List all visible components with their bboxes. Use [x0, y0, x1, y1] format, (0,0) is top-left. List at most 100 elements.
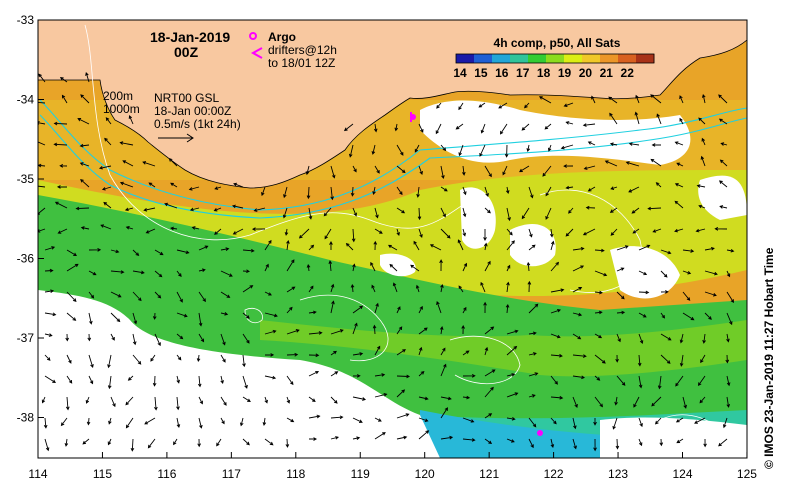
current-arrow [565, 185, 574, 190]
current-arrow [701, 93, 706, 104]
current-arrow [572, 354, 587, 358]
current-arrow [170, 182, 178, 188]
current-arrow [440, 186, 448, 192]
current-arrow [330, 329, 344, 335]
current-arrow [351, 228, 356, 243]
current-arrow [132, 312, 138, 325]
current-arrow [528, 244, 536, 251]
current-arrow [53, 121, 68, 126]
current-arrow [682, 291, 691, 301]
current-arrow [638, 333, 644, 344]
current-arrow [168, 158, 178, 167]
current-arrow [80, 94, 90, 104]
colorbar-tick-label: 14 [453, 66, 467, 80]
current-arrow [418, 327, 428, 335]
current-arrow [125, 417, 134, 429]
current-arrow [66, 263, 79, 272]
current-arrow [484, 260, 491, 272]
x-tick-label: 122 [544, 467, 564, 481]
current-arrow [198, 312, 203, 327]
current-arrow [66, 249, 77, 256]
isobath-1000m-label: 1000m [103, 102, 140, 116]
latitude-axis: -33 -34 -35 -36 -37 -38 [17, 13, 44, 425]
current-arrow [110, 396, 116, 408]
current-arrow [374, 432, 386, 440]
current-arrow [82, 438, 90, 445]
current-arrow [77, 118, 90, 125]
current-arrow [372, 324, 377, 335]
colorbar-swatch [618, 54, 637, 63]
current-arrow [704, 246, 715, 251]
current-arrow [696, 184, 706, 188]
current-arrow [480, 281, 486, 293]
current-arrow [506, 392, 519, 398]
current-arrow [604, 160, 618, 167]
current-arrow [101, 186, 112, 191]
current-arrow [142, 161, 156, 167]
current-arrow [726, 333, 730, 343]
current-arrow [462, 186, 467, 196]
current-arrow [504, 144, 509, 158]
current-arrow [374, 417, 382, 422]
current-arrow [484, 165, 492, 178]
current-arrow [242, 354, 246, 368]
current-arrow [615, 354, 619, 363]
current-arrow [694, 417, 706, 424]
current-arrow [679, 333, 684, 344]
current-arrow [371, 144, 376, 155]
current-arrow [616, 333, 621, 343]
current-arrow [638, 244, 651, 251]
current-arrow [631, 207, 640, 214]
current-arrow [242, 396, 251, 403]
current-arrow [616, 375, 626, 386]
current-arrow [264, 263, 269, 272]
current-arrow [105, 117, 112, 125]
current-arrow [372, 186, 376, 196]
current-arrow [413, 240, 420, 251]
current-arrow [176, 396, 180, 411]
current-arrow [726, 270, 731, 278]
current-arrow [308, 244, 315, 251]
current-arrow [242, 333, 250, 344]
current-arrow [374, 228, 383, 234]
current-arrow [418, 228, 423, 238]
colorbar-swatch [510, 54, 529, 63]
current-arrow [132, 333, 137, 346]
current-arrow [440, 407, 449, 419]
current-arrow [232, 228, 244, 235]
current-arrow [700, 155, 706, 167]
current-arrow [284, 228, 289, 236]
current-arrow [38, 102, 46, 104]
current-arrow [440, 228, 451, 239]
x-tick-label: 121 [479, 467, 499, 481]
current-arrow [682, 312, 695, 321]
current-arrow [85, 71, 90, 83]
current-arrow [286, 417, 295, 423]
current-arrow [324, 228, 332, 240]
drifter-legend-label: drifters@12h [268, 43, 337, 57]
current-arrow [418, 123, 424, 133]
current-arrow [389, 263, 398, 272]
current-arrow [483, 301, 487, 314]
current-arrow [585, 205, 596, 210]
current-arrow [220, 333, 226, 346]
current-arrow [638, 312, 647, 318]
current-arrow [722, 417, 728, 429]
x-tick-label: 120 [415, 467, 435, 481]
current-arrow [484, 438, 493, 445]
current-arrow [150, 354, 156, 362]
current-arrow [498, 102, 508, 109]
current-arrow [679, 95, 684, 104]
sst-band-19c [38, 170, 747, 296]
current-arrow [107, 438, 112, 446]
current-arrow [647, 206, 662, 211]
current-arrow [506, 240, 515, 251]
current-arrow [396, 207, 406, 214]
current-arrow [132, 270, 145, 275]
current-arrow [373, 123, 378, 133]
current-arrow [392, 282, 398, 293]
current-arrow [370, 261, 376, 272]
current-arrow [176, 312, 188, 318]
current-arrow [660, 312, 666, 319]
